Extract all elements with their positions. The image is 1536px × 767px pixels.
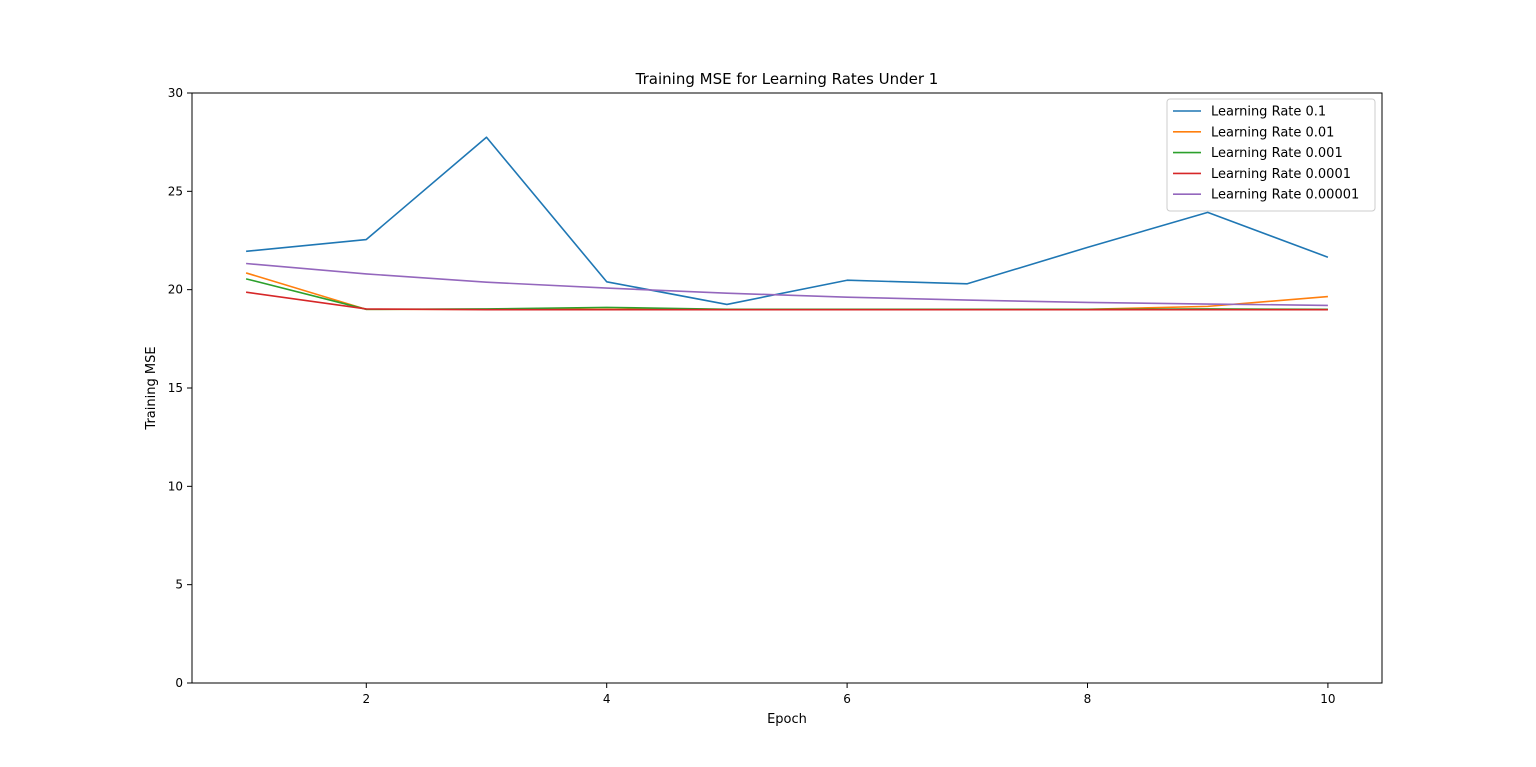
legend-label: Learning Rate 0.0001 [1211,167,1351,182]
y-tick-label: 30 [168,86,183,100]
x-tick-label: 2 [362,692,370,706]
legend-label: Learning Rate 0.1 [1211,105,1326,120]
series-line-1 [246,136,1329,306]
series-line-4 [245,291,1328,311]
legend-label: Learning Rate 0.01 [1211,125,1334,140]
x-tick-label: 10 [1320,692,1335,706]
y-axis-label: Training MSE [144,346,159,430]
y-tick-label: 10 [168,479,183,493]
y-tick-label: 5 [175,578,183,592]
y-tick-label: 25 [168,184,183,198]
y-tick-label: 20 [168,283,183,297]
x-tick-label: 4 [603,692,611,706]
y-tick-label: 15 [168,381,183,395]
legend-box [1166,98,1376,212]
x-axis-label: Epoch [767,712,807,727]
y-tick-label: 0 [175,676,183,690]
y-axis: 0 5 10 15 20 25 30 [168,86,192,690]
series-line-3 [245,278,1328,311]
x-axis: 2 4 6 8 10 [362,683,1336,706]
series-line-5 [246,262,1328,307]
legend: Learning Rate 0.1 Learning Rate 0.01 Learn… [1166,98,1376,212]
legend-label: Learning Rate 0.00001 [1211,188,1359,203]
x-tick-label: 6 [843,692,851,706]
legend-label: Learning Rate 0.001 [1211,146,1343,161]
chart-title: Training MSE for Learning Rates Under 1 [635,70,939,88]
series-lines [245,136,1329,311]
x-tick-label: 8 [1084,692,1092,706]
